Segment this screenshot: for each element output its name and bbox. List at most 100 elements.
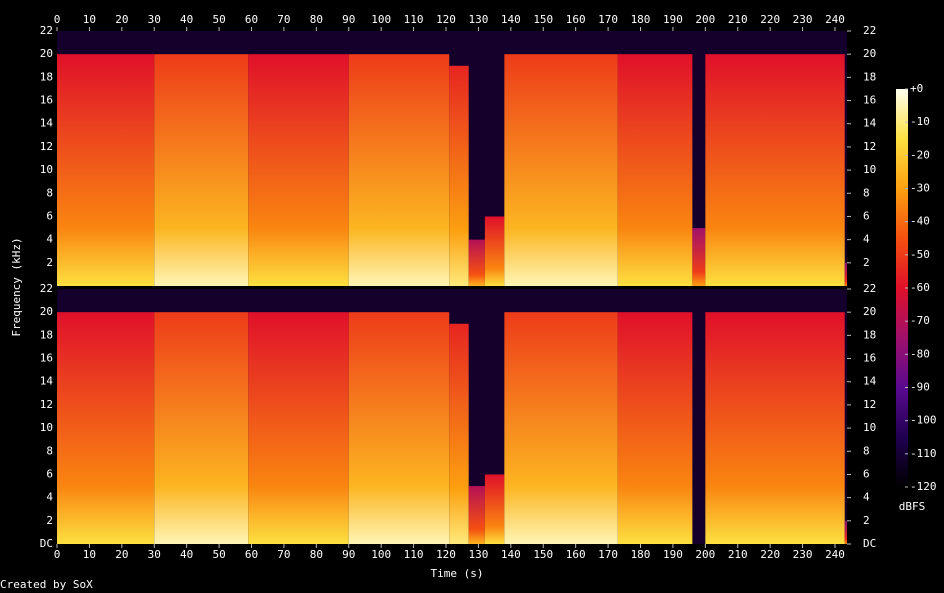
y-tick-label: 18	[40, 328, 53, 341]
x-tick-label: 130	[468, 548, 488, 561]
x-tick-label: 50	[212, 13, 225, 26]
x-tick-label: 180	[631, 548, 651, 561]
x-tick-label: 90	[342, 548, 355, 561]
spectrum-segment	[348, 312, 450, 544]
x-tick-label: 160	[566, 548, 586, 561]
x-tick-label: 190	[663, 548, 683, 561]
x-tick-label: 110	[404, 548, 424, 561]
y-tick-label: 4	[863, 233, 870, 246]
x-tick-label: 140	[501, 13, 521, 26]
y-tick-label: 14	[863, 375, 877, 388]
x-tick-label: 230	[793, 13, 813, 26]
y-tick-label: 18	[863, 70, 876, 83]
colorbar-tick-label: -90	[910, 381, 930, 394]
y-tick-label: 14	[40, 375, 54, 388]
y-tick-label: 4	[46, 491, 53, 504]
spectrum-segment	[57, 54, 155, 286]
y-tick-label: 18	[40, 70, 53, 83]
y-tick-label: 22	[40, 282, 53, 295]
y-tick-label: 2	[46, 514, 53, 527]
x-tick-label: 70	[277, 13, 290, 26]
y-tick-label: 12	[863, 140, 876, 153]
spectrum-segment	[617, 54, 693, 286]
x-tick-label: 170	[598, 548, 618, 561]
spectrum-segment	[844, 262, 847, 286]
x-axis-label: Time (s)	[431, 567, 484, 580]
colorbar-tick-label: -120	[910, 480, 937, 493]
y-tick-label: 10	[863, 163, 876, 176]
y-tick-label: 12	[40, 398, 53, 411]
x-tick-label: 220	[760, 548, 780, 561]
y-tick-label: 6	[46, 467, 53, 480]
y-tick-label: 10	[40, 163, 53, 176]
x-tick-label: 150	[533, 13, 553, 26]
x-tick-label: 240	[825, 548, 845, 561]
y-tick-label: 2	[46, 256, 53, 269]
x-tick-label: 70	[277, 548, 290, 561]
x-tick-label: 10	[83, 548, 96, 561]
y-tick-label: 22	[40, 24, 53, 37]
spectrum-segment	[617, 312, 693, 544]
spectrum-segment	[57, 312, 155, 544]
x-tick-label: 0	[54, 13, 61, 26]
colorbar-tick-label: -10	[910, 115, 930, 128]
y-tick-label: DC	[863, 537, 876, 550]
y-tick-label: 20	[40, 47, 53, 60]
x-tick-label: 20	[115, 13, 128, 26]
spectrum-segment	[468, 239, 485, 286]
x-tick-label: 80	[310, 548, 323, 561]
y-tick-label: 16	[40, 94, 53, 107]
x-tick-label: 50	[212, 548, 225, 561]
x-tick-label: 60	[245, 548, 258, 561]
spectrum-segment	[468, 486, 485, 544]
x-tick-label: 200	[695, 13, 715, 26]
x-tick-label: 140	[501, 548, 521, 561]
colorbar-tick-label: -40	[910, 215, 930, 228]
colorbar-label: dBFS	[899, 500, 926, 513]
x-tick-label: 210	[728, 13, 748, 26]
x-tick-label: 10	[83, 13, 96, 26]
colorbar-tick-label: -50	[910, 248, 930, 261]
y-tick-label: DC	[40, 537, 53, 550]
colorbar-tick-label: -110	[910, 447, 937, 460]
x-tick-label: 20	[115, 548, 128, 561]
colorbar-tick-label: -20	[910, 148, 930, 161]
x-tick-label: 220	[760, 13, 780, 26]
y-tick-label: 16	[863, 94, 876, 107]
x-tick-label: 100	[371, 548, 391, 561]
x-tick-label: 0	[54, 548, 61, 561]
y-tick-label: 16	[863, 352, 876, 365]
x-tick-label: 210	[728, 548, 748, 561]
y-tick-label: 14	[40, 117, 54, 130]
y-tick-label: 2	[863, 256, 870, 269]
credit: Created by SoX	[0, 578, 93, 591]
y-tick-label: 14	[863, 117, 877, 130]
spectrum-segment	[705, 312, 845, 544]
colorbar-tick-label: -80	[910, 347, 930, 360]
spectrum-segment	[705, 54, 845, 286]
spectrum-segment	[504, 54, 618, 286]
y-tick-label: 6	[863, 209, 870, 222]
x-tick-label: 30	[148, 13, 161, 26]
spectrum-segment	[248, 312, 349, 544]
y-tick-label: 10	[40, 421, 53, 434]
spectrum-segment	[484, 474, 505, 544]
colorbar-tick-label: -100	[910, 414, 937, 427]
colorbar-tick-label: -30	[910, 182, 930, 195]
y-tick-label: 20	[863, 305, 876, 318]
y-tick-label: 4	[46, 233, 53, 246]
spectrum-segment	[154, 54, 249, 286]
spectrum-segment	[248, 54, 349, 286]
y-tick-label: 8	[46, 186, 53, 199]
y-tick-label: 8	[863, 186, 870, 199]
y-tick-label: 6	[863, 467, 870, 480]
x-tick-label: 60	[245, 13, 258, 26]
colorbar-tick-label: -70	[910, 314, 930, 327]
y-tick-label: 12	[40, 140, 53, 153]
x-tick-label: 110	[404, 13, 424, 26]
y-tick-label: 10	[863, 421, 876, 434]
y-tick-label: 22	[863, 282, 876, 295]
spectrum-segment	[484, 216, 505, 286]
y-tick-label: 18	[863, 328, 876, 341]
